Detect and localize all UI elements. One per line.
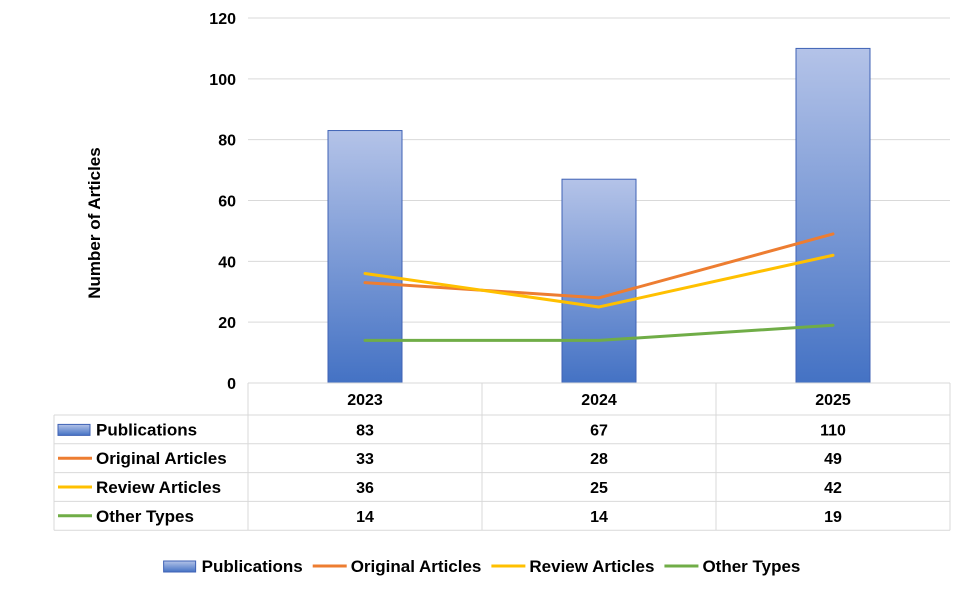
table-cell-value: 49 — [824, 451, 842, 468]
table-cell-value: 36 — [356, 480, 374, 497]
table-cell-value: 19 — [824, 509, 842, 526]
table-cell-value: 67 — [590, 422, 608, 439]
category-label: 2024 — [581, 392, 617, 409]
table-cell-value: 28 — [590, 451, 608, 468]
table-cell-value: 110 — [820, 422, 846, 439]
table-row-label: Review Articles — [96, 478, 221, 497]
bar — [795, 47, 871, 384]
bars — [327, 47, 871, 384]
table-cell-value: 14 — [356, 509, 374, 526]
y-tick-label: 40 — [218, 254, 236, 271]
table-row-label: Publications — [96, 420, 197, 439]
legend-entry: Publications — [202, 557, 303, 576]
y-tick-label: 100 — [209, 72, 236, 89]
data-table: 2023 2024 2025 Publications 83 67 110 Original … — [53, 382, 951, 531]
table-cell-value: 42 — [824, 480, 842, 497]
y-tick-label: 60 — [218, 194, 236, 211]
y-axis-ticks: 0 20 40 60 80 100 120 — [209, 11, 236, 393]
table-row-label: Other Types — [96, 507, 194, 526]
legend-entry: Other Types — [702, 557, 800, 576]
legend: Publications Original Articles Review Arti… — [163, 557, 800, 576]
category-label: 2025 — [815, 392, 851, 409]
table-row-label: Original Articles — [96, 449, 227, 468]
bar — [561, 178, 637, 384]
table-cell-value: 33 — [356, 451, 374, 468]
table-cell-value: 14 — [590, 509, 608, 526]
category-label: 2023 — [347, 392, 383, 409]
y-tick-label: 120 — [209, 11, 236, 28]
bar — [327, 130, 403, 384]
y-tick-label: 80 — [218, 133, 236, 150]
table-cell-value: 83 — [356, 422, 374, 439]
legend-key — [57, 423, 91, 436]
legend-entry: Original Articles — [351, 557, 482, 576]
legend-entry: Review Articles — [529, 557, 654, 576]
series-line — [363, 253, 835, 309]
y-tick-label: 0 — [227, 376, 236, 393]
series-lines — [363, 232, 835, 342]
y-axis-label: Number of Articles — [85, 147, 104, 298]
legend-key — [163, 560, 197, 573]
series-line — [363, 232, 835, 300]
series-line — [363, 323, 835, 342]
y-tick-label: 20 — [218, 315, 236, 332]
table-cell-value: 25 — [590, 480, 608, 497]
